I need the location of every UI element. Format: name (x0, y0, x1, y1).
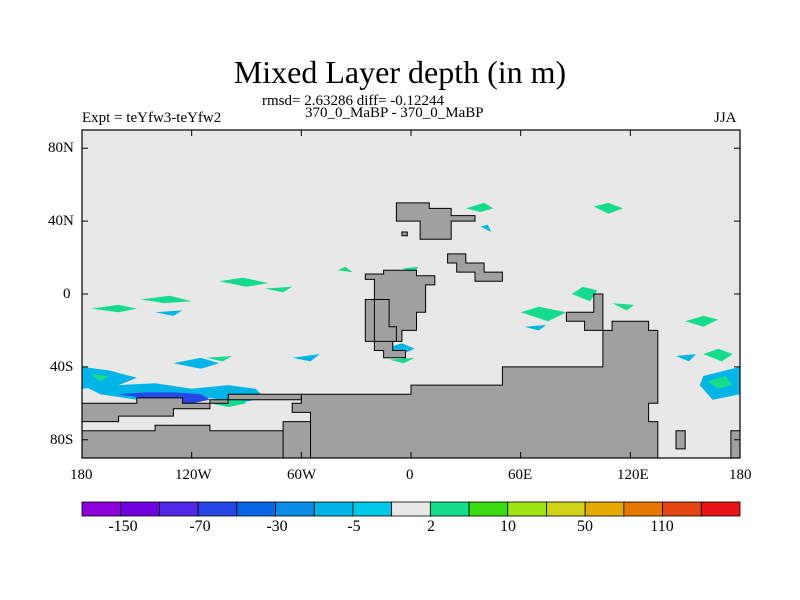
colorbar-swatch (236, 501, 276, 517)
anomaly-patch (91, 374, 110, 382)
colorbar-swatch (546, 501, 586, 517)
anomaly-patch (337, 266, 353, 273)
colorbar-swatch (584, 501, 625, 517)
anomaly-patch (612, 303, 634, 311)
experiment-label: Expt = teYfw3-teYfw2 (82, 110, 222, 126)
colorbar-swatch (120, 501, 160, 517)
anomaly-patch (524, 325, 547, 331)
colorbar-label: -30 (266, 518, 288, 535)
anomaly-patch (82, 366, 137, 389)
land-mass (373, 299, 397, 342)
lat-tick-80n: 80N (48, 140, 74, 156)
season-label: JJA (714, 110, 737, 126)
lon-tick-180e: 180 (729, 467, 752, 483)
anomaly-patch (465, 202, 494, 212)
anomaly-patch (264, 286, 293, 293)
lon-tick-120e: 120E (617, 467, 649, 483)
land-mass (730, 430, 740, 458)
anomaly-patch (292, 354, 320, 362)
land-mass (565, 293, 604, 331)
land-mass (447, 253, 503, 282)
land-mass (282, 421, 311, 458)
lat-tick-80s: 80S (50, 432, 74, 448)
anomaly-patch (389, 357, 415, 364)
anomaly-patch (480, 224, 492, 232)
colorbar-swatch (507, 501, 547, 517)
colorbar-swatch (159, 501, 199, 517)
colorbar-swatch (81, 501, 122, 517)
lon-tick-60e: 60E (508, 467, 533, 483)
colorbar-label: 10 (500, 518, 516, 535)
comparison-label: 370_0_MaBP - 370_0_MaBP (305, 105, 484, 121)
lat-tick-eq: 0 (63, 286, 71, 302)
map-content (82, 202, 740, 458)
colorbar-swatch (429, 501, 470, 517)
anomaly-patch (91, 304, 137, 313)
land-mass (675, 430, 686, 450)
lon-tick-60w: 60W (287, 467, 317, 483)
land-mass (395, 202, 476, 240)
anomaly-patch (219, 277, 269, 287)
anomaly-patch (707, 376, 733, 389)
land-mass (291, 320, 659, 458)
colorbar-label: 2 (427, 518, 435, 535)
anomaly-patch (140, 295, 192, 304)
land-mass (82, 393, 302, 423)
land-mass (401, 231, 408, 237)
anomaly-patch (676, 354, 697, 362)
land-mass (82, 424, 302, 458)
anomaly-patch (703, 348, 733, 362)
anomaly-patch (685, 315, 719, 327)
lon-tick-180w: 180 (70, 467, 93, 483)
anomaly-patch (173, 357, 220, 369)
anomaly-patch (206, 356, 232, 362)
colorbar-label: -70 (189, 518, 211, 535)
lat-tick-40s: 40S (50, 359, 74, 375)
colorbar-swatch (662, 501, 702, 517)
colorbar-swatch (700, 501, 741, 517)
colorbar (81, 501, 741, 517)
colorbar-swatch (197, 501, 238, 517)
chart-title: Mixed Layer depth (in m) (233, 54, 567, 90)
colorbar-swatch (468, 501, 509, 517)
colorbar-label: 110 (650, 518, 674, 535)
colorbar-swatch (352, 501, 393, 517)
colorbar-label: -5 (347, 518, 361, 535)
map-plot (81, 129, 741, 459)
colorbar-swatch (275, 501, 315, 517)
lat-tick-40n: 40N (48, 213, 74, 229)
anomaly-patch (520, 306, 567, 322)
lon-tick-120w: 120W (175, 467, 212, 483)
stats-label: rmsd= 2.63286 diff= -0.12244 (262, 93, 445, 109)
colorbar-label: 50 (577, 518, 593, 535)
colorbar-swatch (391, 501, 431, 517)
colorbar-swatch (623, 501, 663, 517)
anomaly-patch (571, 286, 598, 302)
anomaly-patch (593, 202, 623, 214)
colorbar-swatch (313, 501, 354, 517)
anomaly-patch (383, 343, 415, 355)
anomaly-patch (155, 310, 183, 316)
colorbar-label: -150 (108, 518, 138, 535)
lon-tick-0: 0 (406, 467, 414, 483)
